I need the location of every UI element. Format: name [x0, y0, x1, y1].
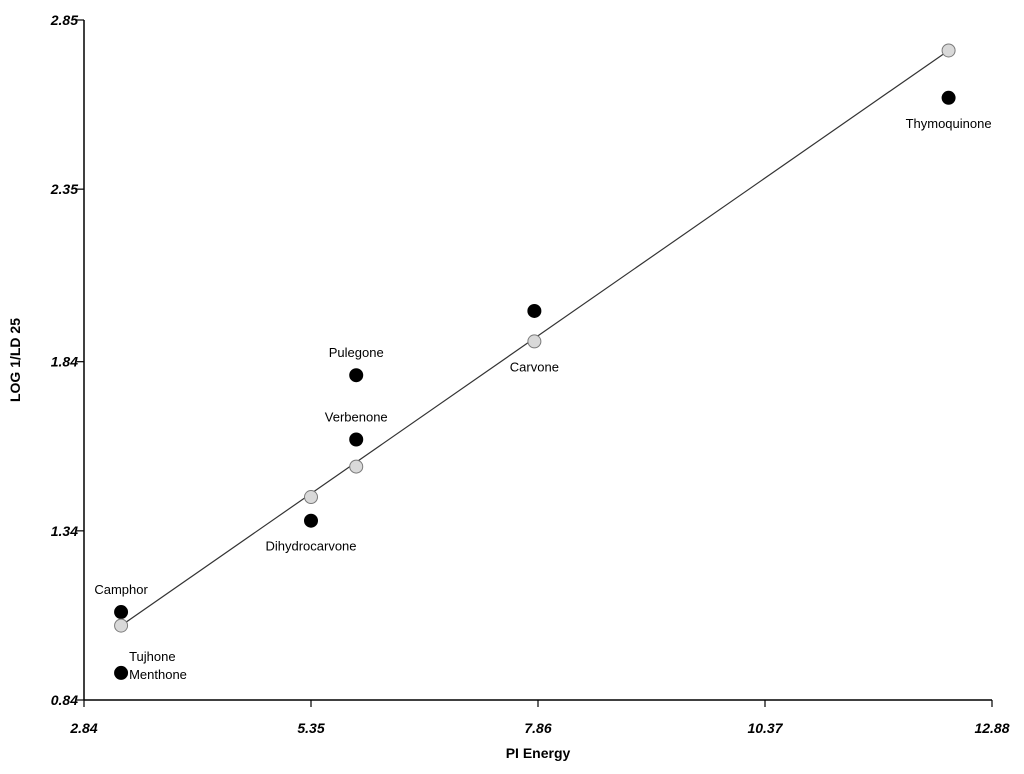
predicted-point [941, 43, 956, 58]
y-tick-label: 2.35 [50, 181, 78, 197]
point-label: Carvone [510, 359, 559, 374]
x-tick-label: 12.88 [974, 720, 1009, 736]
observed-point [349, 368, 364, 383]
y-tick-label: 1.84 [51, 354, 78, 370]
x-axis-title: PI Energy [506, 745, 571, 761]
observed-point [941, 90, 956, 105]
point-label: Menthone [129, 667, 187, 682]
axes: 2.84 5.35 7.86 10.37 12.88 0.84 1.34 1.84 2.35 2.… [50, 12, 1010, 736]
x-tick-label: 2.84 [69, 720, 97, 736]
observed-point [527, 303, 542, 318]
point-label: Thymoquinone [906, 116, 992, 131]
point-label: Dihydrocarvone [265, 539, 356, 554]
point-label: Verbenone [325, 410, 388, 425]
data-points [114, 43, 956, 680]
observed-point [114, 605, 129, 620]
x-tick-label: 5.35 [297, 720, 324, 736]
point-label: Tujhone [129, 649, 176, 664]
predicted-point [527, 334, 542, 349]
y-axis-title: LOG 1/LD 25 [7, 318, 23, 402]
y-tick-label: 0.84 [51, 692, 78, 708]
predicted-point [114, 618, 129, 633]
observed-point [304, 513, 318, 528]
point-labels: Camphor Tujhone Menthone Dihydrocarvone Verb… [94, 116, 991, 682]
predicted-point [304, 490, 318, 505]
observed-point [114, 665, 129, 680]
y-tick-label: 1.34 [51, 523, 78, 539]
observed-point [349, 432, 364, 447]
x-tick-label: 7.86 [524, 720, 551, 736]
x-tick-label: 10.37 [747, 720, 783, 736]
point-label: Pulegone [329, 345, 384, 360]
y-tick-label: 2.85 [50, 12, 78, 28]
predicted-point [349, 459, 364, 474]
point-label: Camphor [94, 582, 148, 597]
